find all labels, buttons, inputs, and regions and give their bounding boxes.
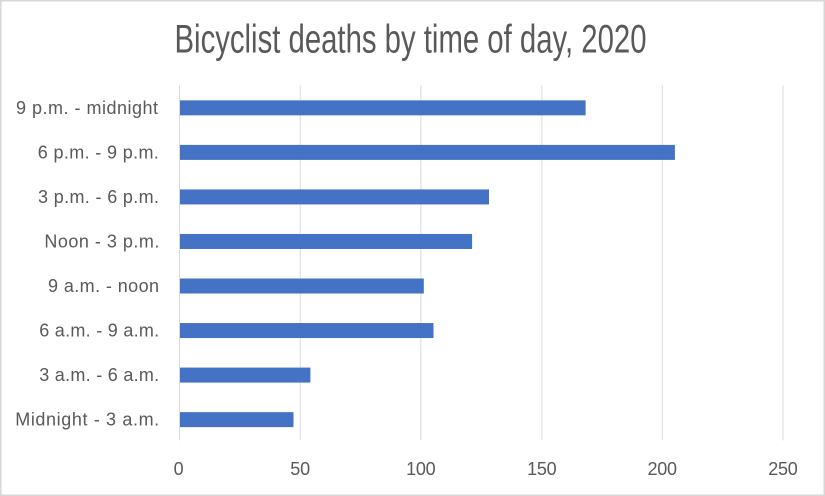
svg-text:6 p.m. - 9 p.m.: 6 p.m. - 9 p.m. [38, 142, 159, 162]
svg-text:200: 200 [648, 459, 678, 479]
svg-text:Midnight - 3 a.m.: Midnight - 3 a.m. [15, 410, 159, 430]
svg-text:9 p.m. - midnight: 9 p.m. - midnight [16, 98, 158, 118]
svg-text:50: 50 [290, 459, 310, 479]
svg-text:Bicyclist deaths by time of da: Bicyclist deaths by time of day, 2020 [175, 18, 647, 62]
svg-text:3 p.m. - 6 p.m.: 3 p.m. - 6 p.m. [38, 187, 159, 207]
svg-text:100: 100 [406, 459, 436, 479]
svg-text:6 a.m. - 9 a.m.: 6 a.m. - 9 a.m. [39, 320, 159, 340]
svg-text:3 a.m. - 6 a.m.: 3 a.m. - 6 a.m. [39, 365, 159, 385]
svg-text:0: 0 [174, 459, 184, 479]
svg-text:Noon - 3 p.m.: Noon - 3 p.m. [44, 231, 159, 251]
svg-text:150: 150 [527, 459, 557, 479]
svg-text:250: 250 [768, 459, 798, 479]
svg-text:9 a.m. - noon: 9 a.m. - noon [48, 276, 159, 296]
